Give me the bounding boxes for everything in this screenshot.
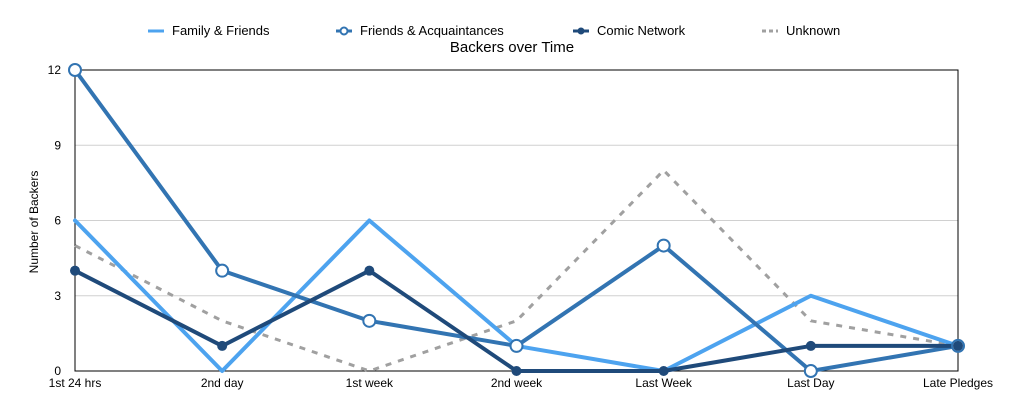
data-point xyxy=(509,338,524,353)
data-point xyxy=(68,63,82,77)
y-tick-label: 9 xyxy=(54,138,61,152)
chart-title: Backers over Time xyxy=(449,39,575,56)
legend-swatch xyxy=(762,29,778,32)
y-tick-label: 6 xyxy=(54,214,61,228)
legend-item: Unknown xyxy=(762,23,840,38)
legend-label: Family & Friends xyxy=(172,23,270,38)
data-point xyxy=(805,340,816,351)
x-tick-label: Last Week xyxy=(635,376,692,390)
legend-item: Comic Network xyxy=(573,23,685,38)
chart-legend: Family & Friends Friends & Acquaintances… xyxy=(0,23,1024,43)
series-line xyxy=(74,168,959,373)
legend-label: Comic Network xyxy=(597,23,686,38)
data-point xyxy=(217,340,228,351)
y-tick-label: 12 xyxy=(48,63,62,77)
x-tick-label: Last Day xyxy=(787,376,834,390)
data-point xyxy=(656,238,671,253)
legend-swatch xyxy=(573,27,589,34)
legend-label: Unknown xyxy=(786,23,841,38)
data-point xyxy=(658,366,669,376)
x-tick-label: Late Pledges xyxy=(923,376,993,390)
y-tick-label: 3 xyxy=(54,289,61,303)
x-tick-label: 2nd week xyxy=(491,376,543,390)
legend-swatch xyxy=(148,29,164,32)
x-tick-label: 2nd day xyxy=(201,376,244,390)
legend-swatch xyxy=(336,26,352,35)
data-point xyxy=(364,265,375,276)
legend-item: Friends & Acquaintances xyxy=(336,23,504,38)
data-point xyxy=(70,265,80,276)
data-point xyxy=(215,263,230,278)
legend-item: Family & Friends xyxy=(148,23,270,38)
data-point xyxy=(803,364,818,378)
y-tick-label: 0 xyxy=(54,364,61,378)
x-tick-label: 1st 24 hrs xyxy=(49,376,102,390)
data-point xyxy=(362,313,377,328)
legend-label: Friends & Acquaintances xyxy=(360,23,504,38)
data-point xyxy=(953,340,963,351)
data-point xyxy=(511,366,522,376)
x-tick-label: 1st week xyxy=(346,376,394,390)
